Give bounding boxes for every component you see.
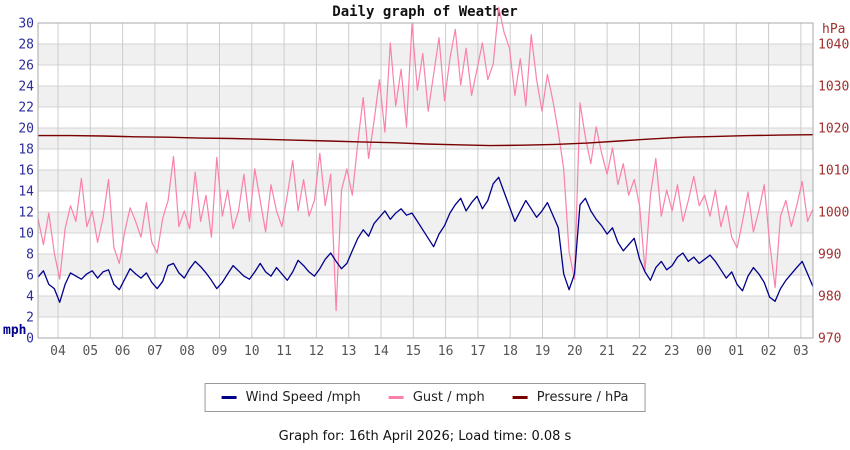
plot-band	[38, 86, 813, 107]
plot-band	[38, 212, 813, 233]
x-axis-tick-label: 01	[728, 344, 744, 359]
y-left-tick-label: 6	[26, 269, 34, 284]
x-axis-tick-label: 09	[212, 344, 228, 359]
gust-line-swatch-icon	[388, 396, 404, 399]
plot-band	[38, 170, 813, 191]
y-left-tick-label: 20	[18, 122, 34, 137]
legend-item-gust: Gust / mph	[388, 390, 485, 405]
y-left-tick-label: 28	[18, 38, 34, 53]
y-left-tick-label: 18	[18, 143, 34, 158]
y-left-tick-label: 12	[18, 206, 34, 221]
y-axis-right-unit-label: hPa	[822, 22, 846, 37]
x-axis-tick-label: 13	[341, 344, 357, 359]
page-title: Daily graph of Weather	[332, 4, 518, 20]
y-right-tick-label: 1030	[818, 80, 849, 95]
wind-speed-line	[37, 176, 814, 303]
y-right-tick-label: 1020	[818, 122, 849, 137]
x-axis-tick-label: 02	[761, 344, 777, 359]
plot-band	[38, 233, 813, 254]
x-axis-tick-label: 00	[696, 344, 712, 359]
x-axis-tick-label: 07	[147, 344, 163, 359]
x-axis-tick-label: 08	[179, 344, 195, 359]
y-left-tick-label: 8	[26, 248, 34, 263]
legend-label-pressure: Pressure / hPa	[536, 390, 629, 405]
y-left-tick-label: 10	[18, 227, 34, 242]
y-left-tick-label: 30	[18, 17, 34, 32]
gust-line	[37, 6, 814, 312]
y-left-tick-label: 14	[18, 185, 34, 200]
y-axis-left-unit-label: mph	[3, 323, 27, 338]
y-left-tick-label: 2	[26, 311, 34, 326]
x-axis-tick-label: 06	[115, 344, 131, 359]
plot-border	[37, 22, 814, 339]
y-left-tick-label: 4	[26, 290, 34, 305]
pressure-line	[38, 134, 814, 147]
y-left-tick-label: 26	[18, 59, 34, 74]
legend-item-pressure: Pressure / hPa	[512, 390, 629, 405]
x-axis-tick-label: 04	[50, 344, 66, 359]
plot-band	[38, 254, 813, 275]
x-axis-tick-label: 10	[244, 344, 260, 359]
legend: Wind Speed /mph Gust / mph Pressure / hP…	[204, 383, 646, 412]
plot-band	[38, 44, 813, 65]
legend-label-gust: Gust / mph	[412, 390, 485, 405]
plot-band	[38, 65, 813, 86]
x-axis-tick-label: 18	[502, 344, 518, 359]
wind-speed-line-swatch-icon	[221, 396, 237, 399]
x-axis-tick-label: 15	[405, 344, 421, 359]
y-left-tick-label: 22	[18, 101, 34, 116]
x-axis-tick-label: 12	[309, 344, 325, 359]
x-axis-tick-label: 20	[567, 344, 583, 359]
plot-band	[38, 107, 813, 128]
y-right-tick-label: 1010	[818, 164, 849, 179]
legend-item-wind-speed: Wind Speed /mph	[221, 390, 361, 405]
x-axis-tick-label: 14	[373, 344, 389, 359]
x-axis-tick-label: 22	[632, 344, 648, 359]
x-axis-tick-label: 21	[599, 344, 615, 359]
x-axis-tick-label: 23	[664, 344, 680, 359]
plot-band	[38, 275, 813, 296]
y-left-tick-label: 24	[18, 80, 34, 95]
x-axis-tick-label: 16	[438, 344, 454, 359]
x-axis-tick-label: 17	[470, 344, 486, 359]
y-left-tick-label: 16	[18, 164, 34, 179]
y-right-tick-label: 1000	[818, 206, 849, 221]
x-axis-tick-label: 03	[793, 344, 809, 359]
plot-band	[38, 149, 813, 170]
plot-band	[38, 23, 813, 44]
y-right-tick-label: 990	[818, 248, 841, 263]
plot-band	[38, 317, 813, 338]
plot-band	[38, 128, 813, 149]
y-right-tick-label: 980	[818, 290, 841, 305]
y-left-tick-label: 0	[26, 332, 34, 347]
x-axis-tick-label: 11	[276, 344, 292, 359]
x-axis-tick-label: 05	[82, 344, 98, 359]
y-right-tick-label: 1040	[818, 38, 849, 53]
x-axis-tick-label: 19	[535, 344, 551, 359]
plot-band	[38, 296, 813, 317]
y-right-tick-label: 970	[818, 332, 841, 347]
legend-label-wind-speed: Wind Speed /mph	[245, 390, 361, 405]
plot-band	[38, 191, 813, 212]
pressure-line-swatch-icon	[512, 396, 528, 399]
footer-caption: Graph for: 16th April 2026; Load time: 0…	[278, 429, 572, 444]
